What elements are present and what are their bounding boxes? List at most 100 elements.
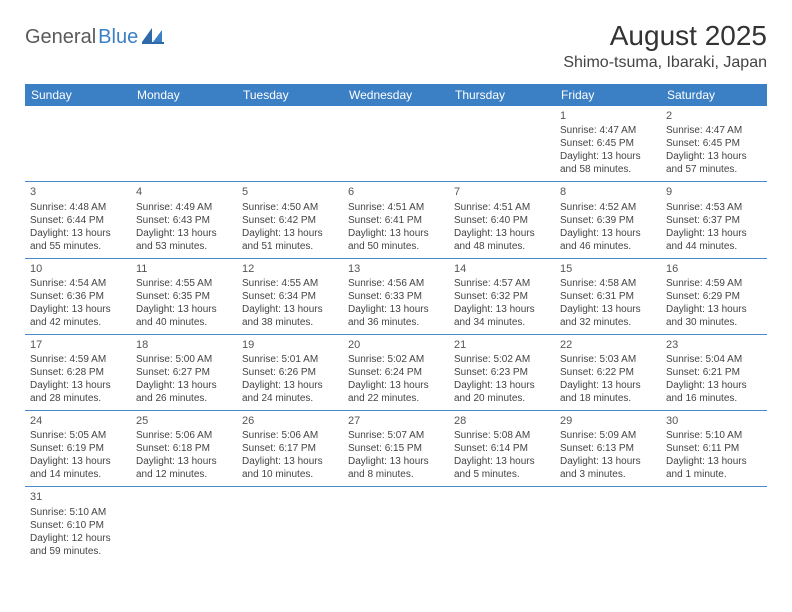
- day-info-line: and 48 minutes.: [454, 240, 550, 253]
- day-info-line: Daylight: 13 hours: [242, 379, 338, 392]
- day-info-line: Sunset: 6:45 PM: [666, 137, 762, 150]
- day-info-line: and 12 minutes.: [136, 468, 232, 481]
- day-info-line: Sunrise: 4:59 AM: [666, 277, 762, 290]
- day-info-line: and 40 minutes.: [136, 316, 232, 329]
- day-info-line: Daylight: 13 hours: [136, 455, 232, 468]
- day-number: 25: [136, 414, 232, 428]
- day-info-line: Daylight: 13 hours: [666, 227, 762, 240]
- day-info-line: Sunset: 6:10 PM: [30, 519, 126, 532]
- day-info-line: Sunset: 6:15 PM: [348, 442, 444, 455]
- day-info-line: Sunrise: 4:58 AM: [560, 277, 656, 290]
- day-info-line: and 59 minutes.: [30, 545, 126, 558]
- day-info-line: Sunrise: 5:03 AM: [560, 353, 656, 366]
- day-number: 27: [348, 414, 444, 428]
- day-info-line: Sunrise: 4:59 AM: [30, 353, 126, 366]
- day-info-line: Sunrise: 4:55 AM: [136, 277, 232, 290]
- day-info-line: Sunrise: 5:09 AM: [560, 429, 656, 442]
- day-number: 4: [136, 185, 232, 199]
- weekday-header: Wednesday: [343, 84, 449, 106]
- day-number: 19: [242, 338, 338, 352]
- day-info-line: and 10 minutes.: [242, 468, 338, 481]
- day-info-line: Sunset: 6:39 PM: [560, 214, 656, 227]
- day-info-line: Sunrise: 5:07 AM: [348, 429, 444, 442]
- day-info-line: Daylight: 13 hours: [30, 227, 126, 240]
- day-info-line: Sunset: 6:44 PM: [30, 214, 126, 227]
- day-number: 11: [136, 262, 232, 276]
- day-cell: 1Sunrise: 4:47 AMSunset: 6:45 PMDaylight…: [555, 106, 661, 182]
- day-number: 10: [30, 262, 126, 276]
- day-info-line: Daylight: 13 hours: [348, 227, 444, 240]
- day-info-line: and 46 minutes.: [560, 240, 656, 253]
- day-cell: 23Sunrise: 5:04 AMSunset: 6:21 PMDayligh…: [661, 334, 767, 410]
- day-info-line: Sunset: 6:41 PM: [348, 214, 444, 227]
- weekday-header: Thursday: [449, 84, 555, 106]
- location-subtitle: Shimo-tsuma, Ibaraki, Japan: [563, 54, 767, 72]
- day-info-line: and 38 minutes.: [242, 316, 338, 329]
- day-cell: 4Sunrise: 4:49 AMSunset: 6:43 PMDaylight…: [131, 182, 237, 258]
- day-info-line: Daylight: 13 hours: [136, 379, 232, 392]
- day-info-line: Sunrise: 4:47 AM: [666, 124, 762, 137]
- day-cell: 31Sunrise: 5:10 AMSunset: 6:10 PMDayligh…: [25, 487, 131, 563]
- day-info-line: Sunrise: 4:50 AM: [242, 201, 338, 214]
- calendar-row: 3Sunrise: 4:48 AMSunset: 6:44 PMDaylight…: [25, 182, 767, 258]
- day-info-line: and 32 minutes.: [560, 316, 656, 329]
- day-cell: 13Sunrise: 4:56 AMSunset: 6:33 PMDayligh…: [343, 258, 449, 334]
- day-info-line: and 57 minutes.: [666, 163, 762, 176]
- day-info-line: Sunset: 6:45 PM: [560, 137, 656, 150]
- day-info-line: Daylight: 13 hours: [666, 379, 762, 392]
- day-info-line: Daylight: 13 hours: [560, 227, 656, 240]
- logo: GeneralBlue: [25, 20, 164, 49]
- day-info-line: Sunrise: 4:48 AM: [30, 201, 126, 214]
- day-cell: 17Sunrise: 4:59 AMSunset: 6:28 PMDayligh…: [25, 334, 131, 410]
- day-cell: 24Sunrise: 5:05 AMSunset: 6:19 PMDayligh…: [25, 411, 131, 487]
- day-info-line: Sunrise: 5:08 AM: [454, 429, 550, 442]
- day-cell: 3Sunrise: 4:48 AMSunset: 6:44 PMDaylight…: [25, 182, 131, 258]
- day-number: 8: [560, 185, 656, 199]
- day-info-line: Sunset: 6:14 PM: [454, 442, 550, 455]
- day-info-line: Daylight: 12 hours: [30, 532, 126, 545]
- day-info-line: Sunrise: 5:05 AM: [30, 429, 126, 442]
- day-cell: 19Sunrise: 5:01 AMSunset: 6:26 PMDayligh…: [237, 334, 343, 410]
- day-number: 26: [242, 414, 338, 428]
- day-info-line: Daylight: 13 hours: [454, 379, 550, 392]
- day-info-line: Sunrise: 4:51 AM: [348, 201, 444, 214]
- day-cell: 8 Sunrise: 4:52 AMSunset: 6:39 PMDaylight…: [555, 182, 661, 258]
- empty-cell: [555, 487, 661, 563]
- day-info-line: Sunset: 6:42 PM: [242, 214, 338, 227]
- day-info-line: and 26 minutes.: [136, 392, 232, 405]
- day-info-line: Sunset: 6:13 PM: [560, 442, 656, 455]
- day-number: 9: [666, 185, 762, 199]
- day-info-line: and 34 minutes.: [454, 316, 550, 329]
- empty-cell: [449, 487, 555, 563]
- day-number: 22: [560, 338, 656, 352]
- day-cell: 5Sunrise: 4:50 AMSunset: 6:42 PMDaylight…: [237, 182, 343, 258]
- calendar-row: 1Sunrise: 4:47 AMSunset: 6:45 PMDaylight…: [25, 106, 767, 182]
- day-info-line: and 28 minutes.: [30, 392, 126, 405]
- day-info-line: Sunset: 6:43 PM: [136, 214, 232, 227]
- day-info-line: Sunset: 6:18 PM: [136, 442, 232, 455]
- empty-cell: [343, 106, 449, 182]
- day-number: 17: [30, 338, 126, 352]
- day-info-line: Sunrise: 5:10 AM: [30, 506, 126, 519]
- day-number: 24: [30, 414, 126, 428]
- day-info-line: Sunrise: 4:53 AM: [666, 201, 762, 214]
- empty-cell: [237, 487, 343, 563]
- day-number: 12: [242, 262, 338, 276]
- day-info-line: Sunset: 6:34 PM: [242, 290, 338, 303]
- day-info-line: and 24 minutes.: [242, 392, 338, 405]
- day-info-line: Sunset: 6:35 PM: [136, 290, 232, 303]
- day-info-line: Sunrise: 4:51 AM: [454, 201, 550, 214]
- day-info-line: and 16 minutes.: [666, 392, 762, 405]
- day-info-line: and 50 minutes.: [348, 240, 444, 253]
- empty-cell: [661, 487, 767, 563]
- day-number: 23: [666, 338, 762, 352]
- day-info-line: and 51 minutes.: [242, 240, 338, 253]
- calendar-page: GeneralBlue August 2025 Shimo-tsuma, Iba…: [0, 0, 792, 583]
- day-info-line: Sunset: 6:19 PM: [30, 442, 126, 455]
- day-info-line: Sunset: 6:31 PM: [560, 290, 656, 303]
- logo-text-1: General: [25, 26, 96, 49]
- day-number: 6: [348, 185, 444, 199]
- day-info-line: Sunrise: 4:52 AM: [560, 201, 656, 214]
- day-number: 14: [454, 262, 550, 276]
- day-info-line: Sunset: 6:24 PM: [348, 366, 444, 379]
